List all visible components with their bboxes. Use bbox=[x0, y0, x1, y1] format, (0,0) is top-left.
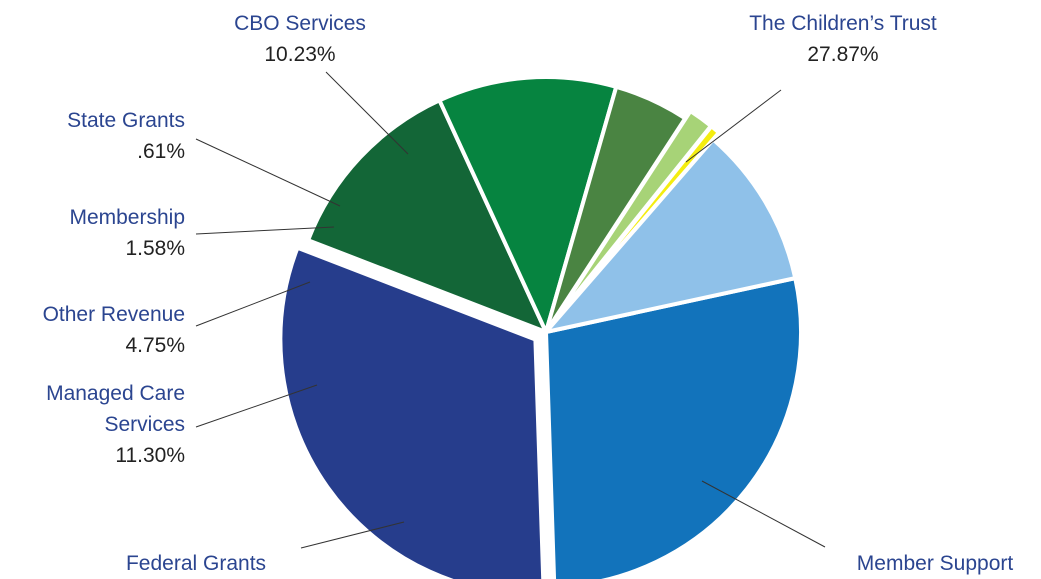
leader-line-the-children-s-trust bbox=[685, 89, 782, 163]
slice-labels: The Children’s Trust 27.87% Member Support… bbox=[43, 12, 1014, 575]
pie-slice-member-support bbox=[278, 245, 546, 579]
slice-value-label-membership: 1.58% bbox=[125, 237, 185, 260]
pie-slice-federal-grants bbox=[306, 98, 548, 334]
slice-name-label-managed-care-services: Managed Care Services bbox=[46, 382, 185, 436]
slice-name-label-member-support: Member Support bbox=[857, 552, 1014, 575]
pie-slice-managed-care-services bbox=[437, 75, 619, 334]
slice-name-label-other-revenue: Other Revenue bbox=[43, 303, 185, 326]
slice-value-label-state-grants: .61% bbox=[137, 140, 185, 163]
slice-value-label-other-revenue: 4.75% bbox=[125, 334, 185, 357]
leader-line-managed-care-services bbox=[195, 384, 318, 428]
slice-value-label-the-children-s-trust: 27.87% bbox=[807, 43, 878, 66]
pie-slice-cbo-services bbox=[544, 137, 798, 334]
leader-lines bbox=[195, 71, 826, 549]
slice-name-label-federal-grants: Federal Grants bbox=[126, 552, 266, 575]
leader-line-cbo-services bbox=[325, 71, 409, 155]
slice-value-label-managed-care-services: 11.30% bbox=[115, 444, 185, 467]
leader-line-other-revenue bbox=[195, 281, 311, 327]
slice-name-label-the-children-s-trust: The Children’s Trust bbox=[749, 12, 937, 35]
leader-line-federal-grants bbox=[300, 521, 405, 549]
pie-slices bbox=[278, 75, 803, 579]
slice-value-label-cbo-services: 10.23% bbox=[264, 43, 335, 66]
leader-line-state-grants bbox=[195, 138, 341, 207]
slice-name-label-state-grants: State Grants bbox=[67, 109, 185, 132]
leader-line-membership bbox=[195, 226, 335, 235]
slice-name-label-membership: Membership bbox=[69, 206, 185, 229]
leader-line-member-support bbox=[701, 480, 826, 548]
slice-name-label-cbo-services: CBO Services bbox=[234, 12, 366, 35]
